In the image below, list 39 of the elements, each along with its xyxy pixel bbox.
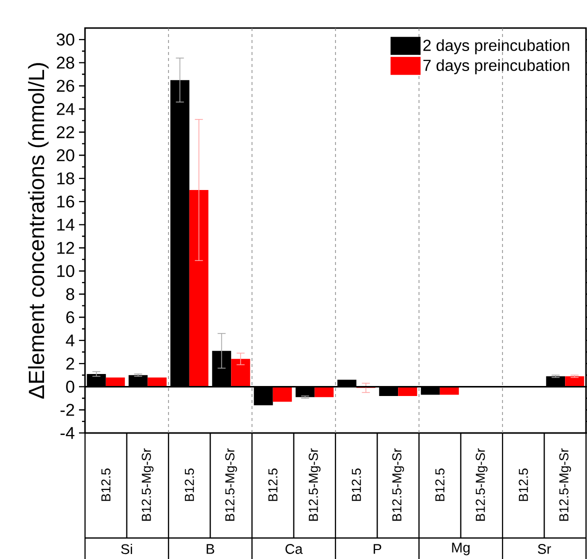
y-tick-label: 4	[66, 334, 74, 346]
text: Mg	[452, 542, 470, 556]
y-tick-label: 0	[66, 380, 74, 393]
legend-label: 2 days preincubation	[423, 39, 570, 54]
y-tick-label: 26	[56, 80, 74, 92]
y-tick-label: 28	[56, 56, 74, 69]
y-tick-label: 14	[57, 218, 74, 231]
y-tick-label: 10	[57, 264, 74, 278]
x-tick-label: B12.5-Mg-Sr	[392, 448, 404, 521]
y-tick-label: 12	[57, 242, 74, 254]
x-tick-label: B12.5-Mg-Sr	[308, 448, 321, 521]
x-tick-label: B12.5-Mg-Sr	[476, 448, 488, 521]
y-tick-label: 30	[56, 34, 74, 46]
y-tick-label: 6	[66, 311, 74, 324]
y-tick-label: 20	[56, 149, 74, 162]
x-tick-label: B12.5-Mg-Sr	[142, 448, 154, 521]
text: B	[206, 544, 214, 554]
text: P	[374, 544, 382, 554]
y-tick-label: 18	[57, 172, 74, 184]
x-tick-label: B12.5	[101, 468, 110, 501]
y-tick-label: 22	[56, 126, 74, 138]
text: Sr	[538, 544, 552, 554]
x-tick-label: B12.5-Mg-Sr	[559, 448, 572, 521]
legend-label: 7 days preincubation	[423, 59, 570, 74]
y-tick-label: 2	[66, 358, 74, 370]
x-tick-label: B12.5	[184, 468, 194, 501]
text: Ca	[286, 544, 303, 554]
x-tick-label: B12.5	[518, 468, 528, 501]
x-tick-label: B12.5	[352, 468, 361, 501]
y-tick-label: 16	[57, 196, 74, 208]
x-tick-label: B12.5	[268, 468, 278, 501]
y-tick-label: -4	[60, 427, 74, 439]
x-tick-label: B12.5	[435, 468, 444, 501]
y-tick-label: 8	[66, 288, 74, 300]
text: Si	[121, 544, 132, 554]
x-tick-label: B12.5-Mg-Sr	[225, 448, 238, 521]
y-axis-title: ΔElement concentrations (mmol/L)	[28, 63, 49, 399]
y-tick-label: -2	[60, 404, 74, 416]
y-tick-label: 24	[56, 103, 74, 115]
